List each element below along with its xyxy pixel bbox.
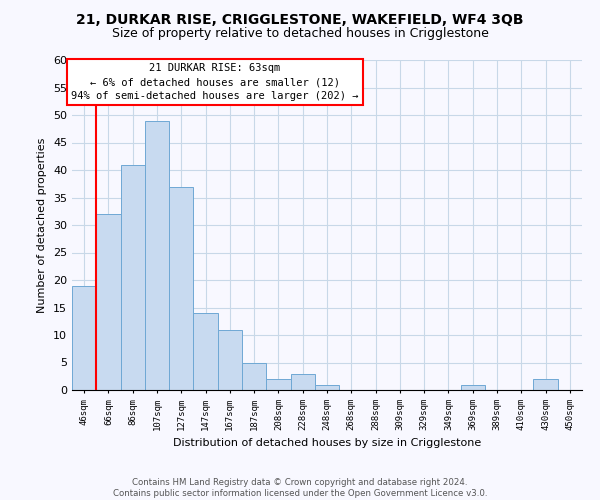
Text: Size of property relative to detached houses in Crigglestone: Size of property relative to detached ho… bbox=[112, 28, 488, 40]
Bar bbox=[72, 286, 96, 390]
Bar bbox=[96, 214, 121, 390]
Bar bbox=[242, 362, 266, 390]
Bar bbox=[218, 330, 242, 390]
Text: Contains HM Land Registry data © Crown copyright and database right 2024.
Contai: Contains HM Land Registry data © Crown c… bbox=[113, 478, 487, 498]
Bar bbox=[169, 186, 193, 390]
Bar bbox=[290, 374, 315, 390]
Bar bbox=[315, 384, 339, 390]
Bar bbox=[193, 313, 218, 390]
Text: 21, DURKAR RISE, CRIGGLESTONE, WAKEFIELD, WF4 3QB: 21, DURKAR RISE, CRIGGLESTONE, WAKEFIELD… bbox=[76, 12, 524, 26]
Bar bbox=[533, 379, 558, 390]
Bar bbox=[121, 164, 145, 390]
Y-axis label: Number of detached properties: Number of detached properties bbox=[37, 138, 47, 312]
Bar bbox=[266, 379, 290, 390]
X-axis label: Distribution of detached houses by size in Crigglestone: Distribution of detached houses by size … bbox=[173, 438, 481, 448]
Bar bbox=[461, 384, 485, 390]
Text: 21 DURKAR RISE: 63sqm
← 6% of detached houses are smaller (12)
94% of semi-detac: 21 DURKAR RISE: 63sqm ← 6% of detached h… bbox=[71, 64, 359, 102]
Bar bbox=[145, 120, 169, 390]
